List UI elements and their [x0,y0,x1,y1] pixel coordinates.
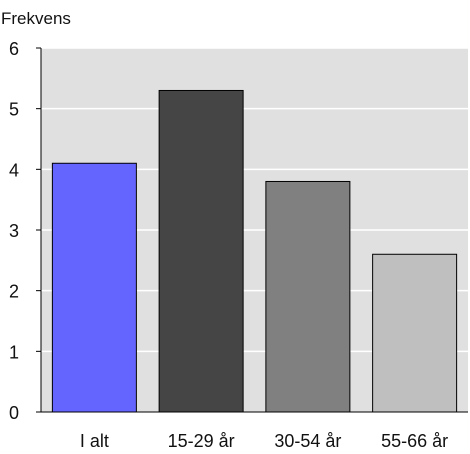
bar [372,253,458,413]
y-tick-label: 1 [9,342,19,362]
bar [265,180,351,413]
x-tick-label: 55-66 år [381,431,448,451]
x-tick-label: 15-29 år [168,431,235,451]
y-tick-label: 5 [9,100,19,120]
y-tick-label: 0 [9,403,19,423]
y-tick-labels: 0 1 2 3 4 5 6 [9,39,19,423]
bars [51,89,458,413]
bar [51,162,137,413]
x-tick-labels: I alt 15-29 år 30-54 år 55-66 år [80,431,448,451]
y-tick-label: 3 [9,221,19,241]
y-tick-label: 2 [9,282,19,302]
y-tick-label: 4 [9,160,19,180]
x-tick-label: 30-54 år [274,431,341,451]
x-tick-label: I alt [80,431,109,451]
axes [36,47,468,413]
y-axis-label: Frekvens [1,9,71,28]
y-tick-label: 6 [9,39,19,59]
bar [158,89,244,413]
